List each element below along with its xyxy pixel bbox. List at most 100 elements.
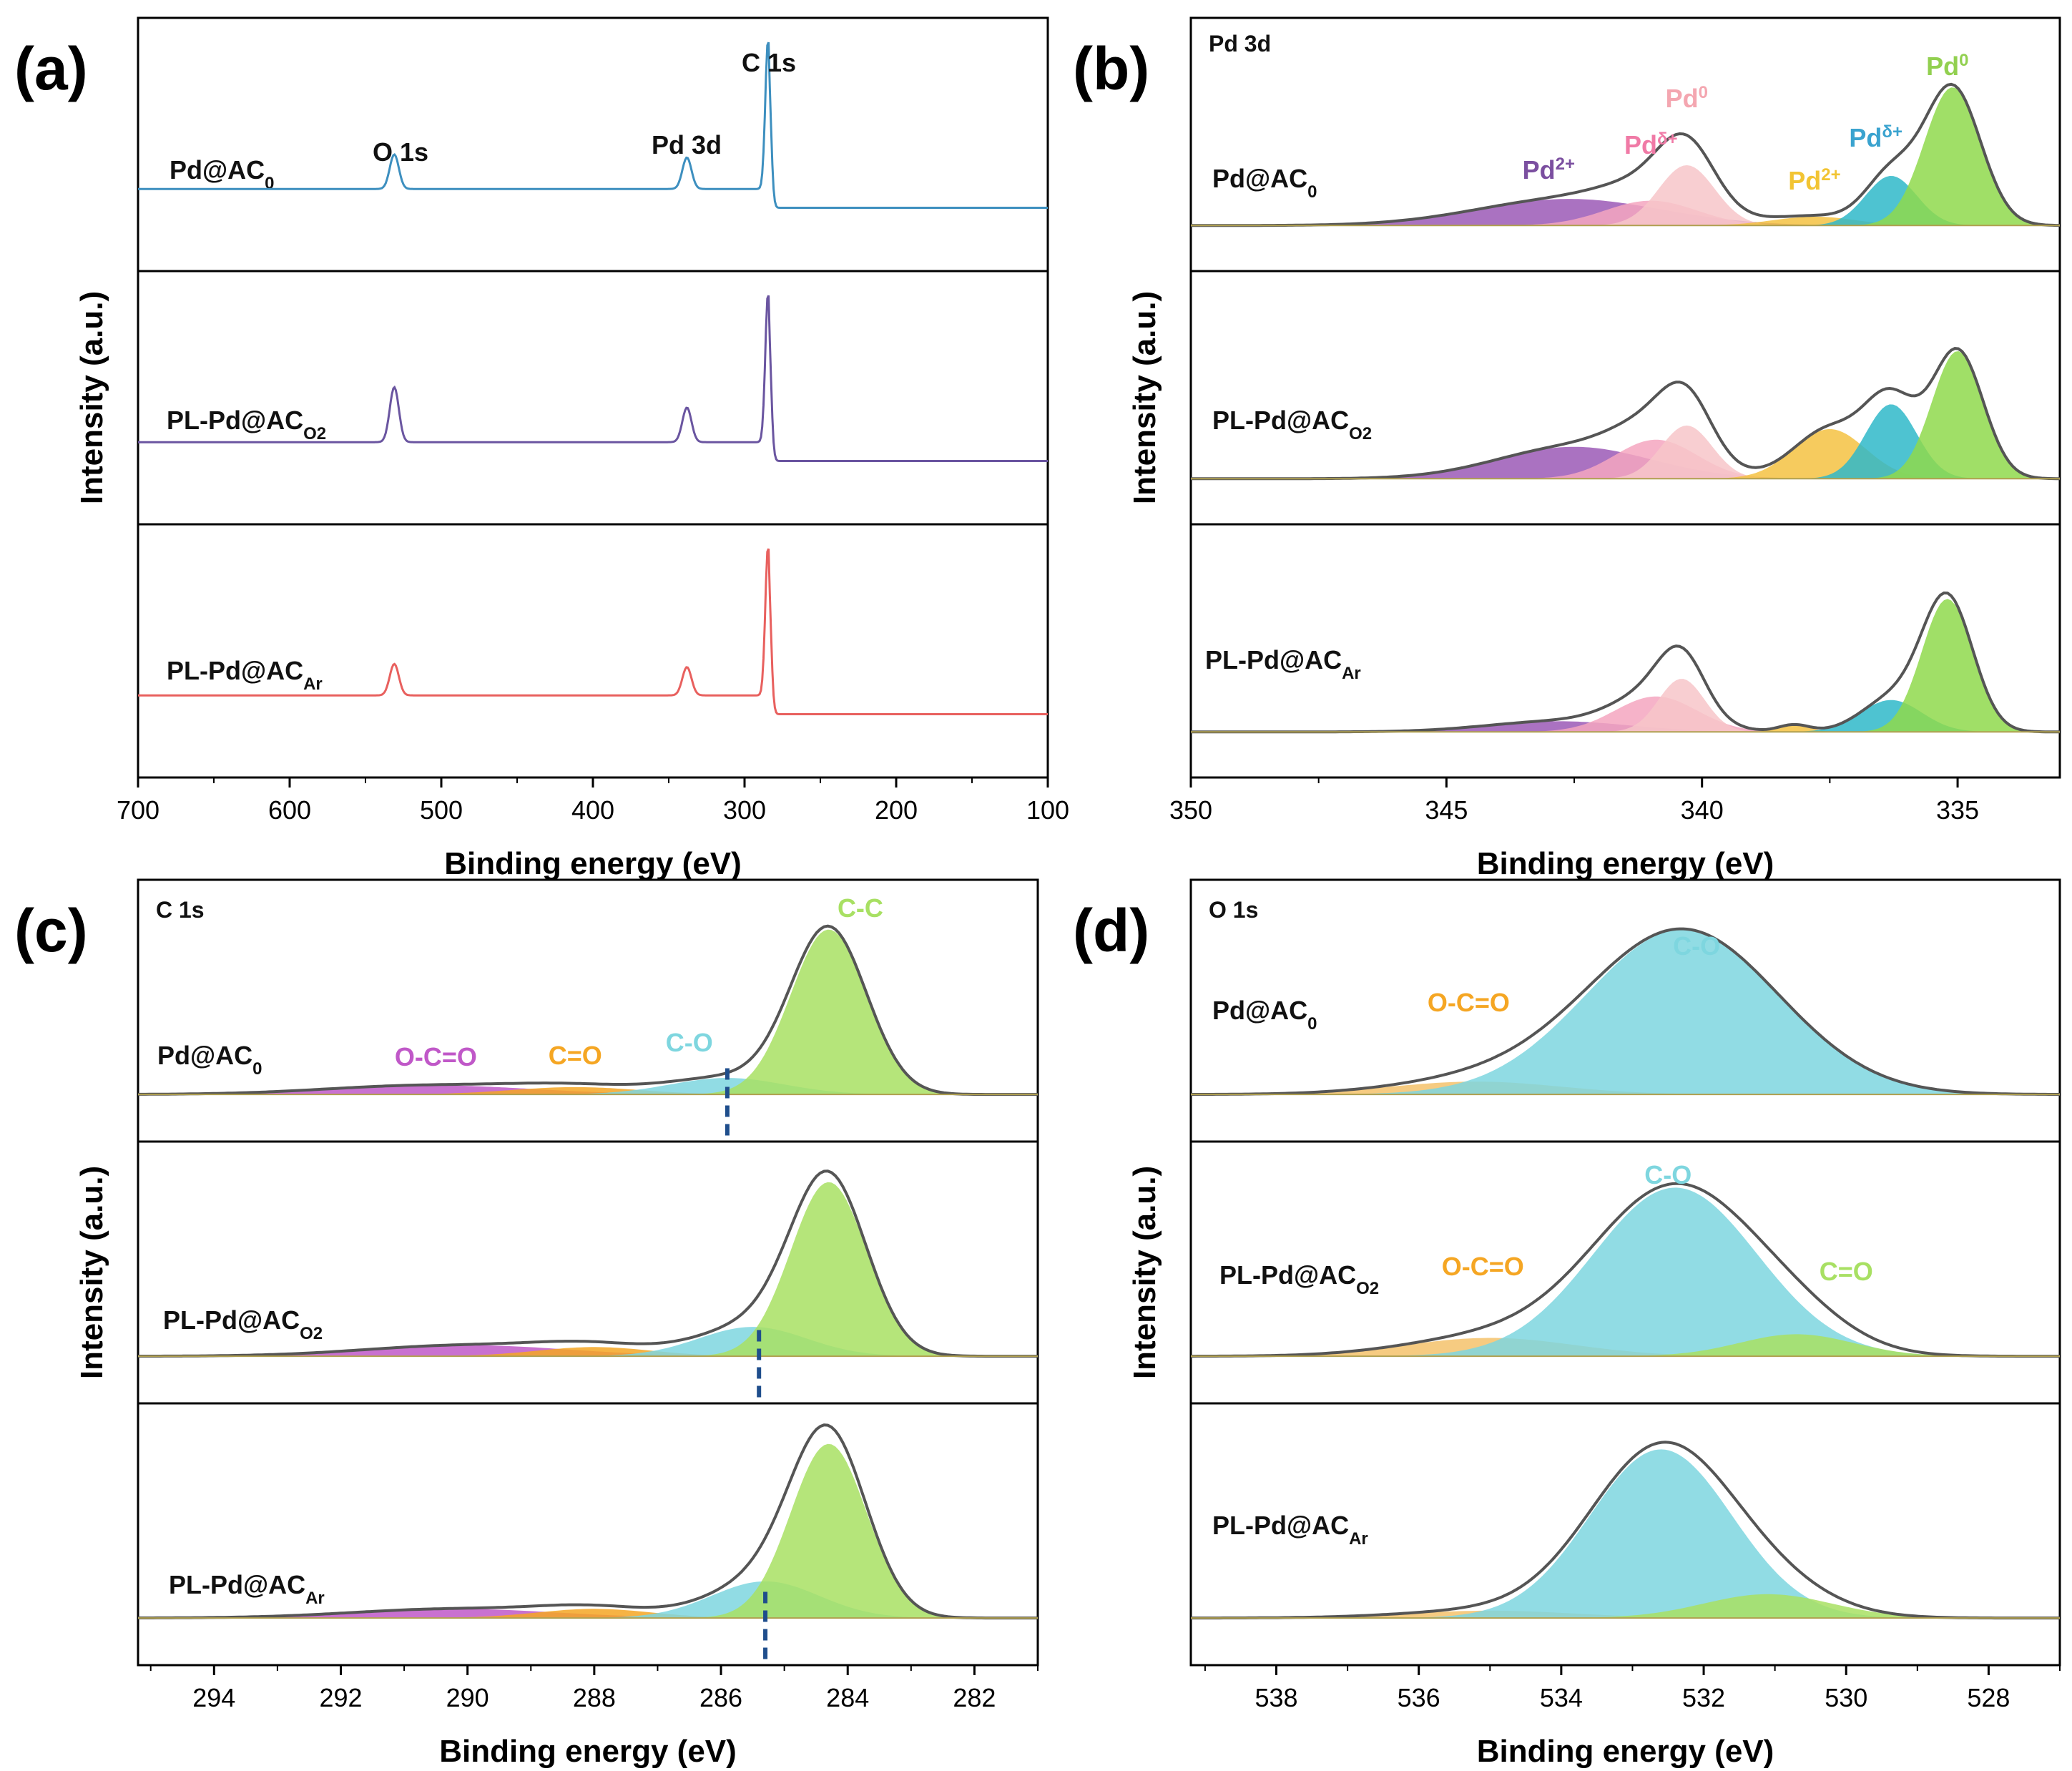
sample-label-subscript: O2 — [303, 424, 326, 443]
x-tick-label: 335 — [1936, 795, 1979, 825]
sample-label-subscript: 0 — [1307, 182, 1317, 202]
component-fill — [1191, 87, 2060, 226]
x-tick-label: 100 — [1026, 795, 1069, 825]
envelope-line — [1191, 82, 2060, 227]
component-fill — [1191, 429, 2060, 479]
component-fill — [138, 1345, 1038, 1357]
peak-label-superscript: δ+ — [1882, 122, 1902, 142]
peak-label-superscript: 2+ — [1821, 165, 1840, 185]
x-tick-label: 288 — [573, 1683, 616, 1712]
peak-label: C-C — [838, 893, 883, 923]
component-fill — [1191, 176, 2060, 226]
component-fill — [1191, 696, 2060, 732]
plot-frame — [1189, 878, 2061, 1667]
peak-label: C=O — [549, 1041, 602, 1070]
panel-letter-a: (a) — [14, 35, 88, 102]
x-tick-label: 282 — [953, 1683, 996, 1712]
component-fill — [1191, 1594, 2060, 1619]
component-fill — [1191, 1449, 2060, 1619]
envelope-line — [138, 924, 1038, 1097]
x-tick-label: 536 — [1398, 1683, 1440, 1712]
component-fill — [138, 929, 1038, 1095]
component-fill — [138, 1609, 1038, 1619]
y-axis-title: Intensity (a.u.) — [74, 1166, 109, 1379]
envelope-line — [1191, 1441, 2060, 1620]
sample-label: Pd@AC0 — [157, 1041, 262, 1079]
x-tick-label: 500 — [420, 795, 463, 825]
sample-label: PL-Pd@ACO2 — [167, 406, 326, 443]
peak-annotation: Pd 3d — [652, 130, 722, 160]
component-fill — [1191, 200, 2060, 226]
sample-label-subscript: O2 — [300, 1324, 323, 1343]
peak-label: Pdδ+ — [1849, 122, 1902, 153]
x-axis-title: Binding energy (eV) — [1477, 846, 1774, 881]
plot-frame — [137, 878, 1039, 1667]
component-fill — [1191, 1334, 2060, 1357]
envelope-line — [138, 1169, 1038, 1358]
sample-1: PL-Pd@ACO2 — [1191, 347, 2060, 481]
x-axis-title: Binding energy (eV) — [444, 846, 742, 881]
sample-label-subscript: 0 — [252, 1059, 262, 1079]
peak-label-superscript: 0 — [1959, 51, 1968, 70]
peak-label: C-O — [1673, 931, 1720, 961]
panel-c: (c) 294 292 290 288 286 284 282 Binding energy (… — [14, 878, 1039, 1769]
y-axis-title: Intensity (a.u.) — [74, 291, 109, 504]
envelope-line — [1190, 927, 2060, 1097]
component-fill — [138, 1182, 1038, 1357]
region-title: Pd 3d — [1209, 31, 1271, 57]
spectrum-line — [138, 41, 1048, 209]
envelope-line — [1191, 1182, 2060, 1358]
peak-label: O-C=O — [395, 1042, 477, 1071]
component-fill — [1191, 1187, 2060, 1357]
peak-label: Pd0 — [1666, 83, 1708, 114]
x-tick-label: 200 — [875, 795, 918, 825]
x-tick-label: 530 — [1825, 1683, 1867, 1712]
x-axis-title: Binding energy (eV) — [1477, 1734, 1774, 1769]
sample-0: Pd@AC0 — [138, 41, 1048, 209]
sample-label-subscript: 0 — [1307, 1014, 1317, 1034]
component-fill — [138, 1347, 1038, 1357]
y-axis-title: Intensity (a.u.) — [1127, 291, 1162, 504]
component-fill — [138, 1443, 1038, 1619]
sample-1: PL-Pd@ACO2 — [138, 295, 1048, 462]
sample-1: PL-Pd@ACO2 — [1191, 1182, 2060, 1358]
sample-0: Pd@AC0 — [1190, 927, 2060, 1097]
sample-label-subscript: Ar — [305, 1589, 325, 1608]
sample-label: Pd@AC0 — [170, 155, 274, 193]
sample-label: PL-Pd@ACO2 — [163, 1305, 323, 1343]
x-axis-title: Binding energy (eV) — [439, 1734, 737, 1769]
peak-label: C-O — [1644, 1160, 1692, 1189]
plot-frame — [1189, 16, 2061, 779]
peak-label: Pd0 — [1926, 51, 1968, 82]
sample-label: PL-Pd@ACAr — [167, 656, 323, 694]
x-tick-label: 290 — [446, 1683, 489, 1712]
peak-annotation: O 1s — [373, 137, 428, 167]
sample-label-subscript: O2 — [1349, 424, 1372, 443]
peak-label-superscript: 0 — [1699, 83, 1708, 102]
sample-label-subscript: Ar — [1342, 664, 1361, 683]
peak-label: Pd2+ — [1788, 165, 1840, 196]
component-fill — [1191, 1081, 2060, 1095]
peak-label: C=O — [1820, 1257, 1873, 1286]
panel-letter-c: (c) — [14, 897, 88, 964]
x-tick-label: 538 — [1255, 1683, 1297, 1712]
peak-label-superscript: δ+ — [1657, 129, 1678, 149]
x-tick-label: 600 — [268, 795, 311, 825]
x-tick-label: 350 — [1169, 795, 1212, 825]
sample-label: PL-Pd@ACAr — [1212, 1511, 1368, 1549]
x-tick-label: 284 — [826, 1683, 869, 1712]
x-tick-label: 286 — [699, 1683, 742, 1712]
sample-label-subscript: O2 — [1356, 1279, 1379, 1298]
component-fill — [1191, 1338, 2060, 1357]
sample-0: Pd@AC0 — [138, 924, 1038, 1137]
peak-label: O-C=O — [1428, 988, 1510, 1017]
x-tick-label: 294 — [192, 1683, 235, 1712]
component-fill — [1191, 351, 2060, 479]
panel-d: (d) 538 536 534 532 530 528 Binding energy (eV)… — [1073, 878, 2061, 1769]
peak-label: C-O — [666, 1028, 713, 1057]
x-tick-label: 340 — [1681, 795, 1724, 825]
sample-label: PL-Pd@ACAr — [1205, 645, 1361, 683]
sample-label: Pd@AC0 — [1212, 996, 1317, 1034]
x-tick-label: 534 — [1540, 1683, 1583, 1712]
